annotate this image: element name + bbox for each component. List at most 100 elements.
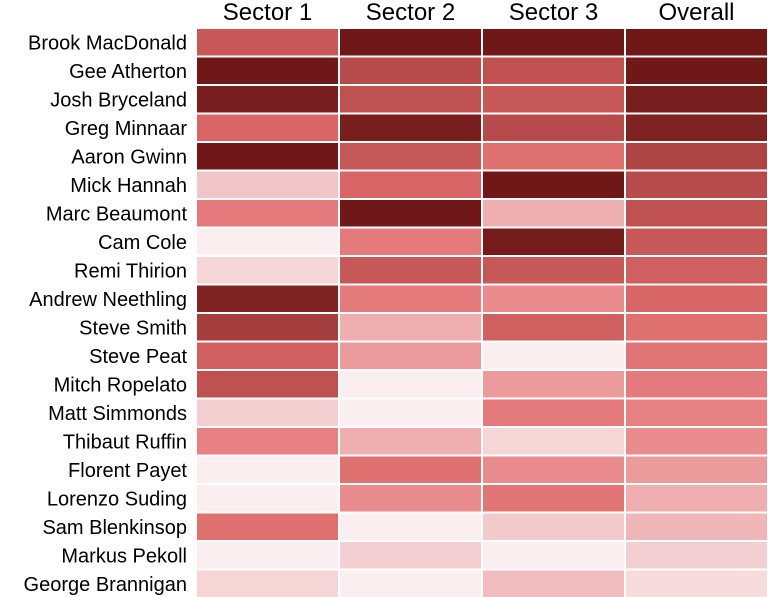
row-label: Lorenzo Suding bbox=[47, 488, 187, 510]
heatmap-cell bbox=[626, 314, 767, 341]
heatmap-cell bbox=[483, 570, 624, 597]
heatmap-cell bbox=[340, 29, 481, 56]
heatmap-cell bbox=[626, 86, 767, 113]
row-label: Matt Simmonds bbox=[48, 403, 187, 425]
heatmap-cell bbox=[483, 513, 624, 540]
heatmap-cell bbox=[340, 143, 481, 170]
heatmap-cell bbox=[483, 228, 624, 255]
column-label: Overall bbox=[658, 0, 734, 26]
heatmap-cell bbox=[483, 485, 624, 512]
heatmap-cell bbox=[483, 29, 624, 56]
heatmap-cell bbox=[626, 200, 767, 227]
heatmap-cell bbox=[626, 285, 767, 312]
heatmap-cell bbox=[340, 200, 481, 227]
heatmap-cell bbox=[340, 57, 481, 84]
heatmap-cell bbox=[197, 285, 338, 312]
heatmap-cell bbox=[340, 428, 481, 455]
heatmap-cell bbox=[626, 257, 767, 284]
heatmap-cell bbox=[197, 114, 338, 141]
heatmap-cell bbox=[483, 542, 624, 569]
heatmap-cell bbox=[483, 456, 624, 483]
heatmap-cell bbox=[197, 29, 338, 56]
row-label: Brook MacDonald bbox=[28, 32, 187, 54]
row-label: Thibaut Ruffin bbox=[63, 431, 187, 453]
heatmap-cell bbox=[626, 570, 767, 597]
heatmap-cell bbox=[197, 542, 338, 569]
heatmap-cell bbox=[626, 228, 767, 255]
heatmap-cell bbox=[626, 29, 767, 56]
heatmap-cell bbox=[197, 456, 338, 483]
heatmap-cell bbox=[483, 200, 624, 227]
row-label: Florent Payet bbox=[68, 460, 187, 482]
heatmap-cell bbox=[626, 57, 767, 84]
heatmap-cell bbox=[483, 114, 624, 141]
heatmap-cell bbox=[197, 257, 338, 284]
heatmap-cell bbox=[197, 57, 338, 84]
heatmap-cell bbox=[483, 143, 624, 170]
heatmap-cell bbox=[197, 143, 338, 170]
heatmap-cell bbox=[197, 570, 338, 597]
heatmap-cell bbox=[626, 399, 767, 426]
heatmap-cell bbox=[626, 143, 767, 170]
row-label: Aaron Gwinn bbox=[71, 146, 187, 168]
heatmap-cell bbox=[197, 228, 338, 255]
heatmap-cell bbox=[340, 171, 481, 198]
row-label: Andrew Neethling bbox=[29, 289, 187, 311]
row-label: Greg Minnaar bbox=[65, 118, 188, 140]
heatmap-cell bbox=[340, 257, 481, 284]
column-label: Sector 3 bbox=[509, 0, 598, 26]
heatmap-cell bbox=[626, 114, 767, 141]
heatmap-cell bbox=[340, 542, 481, 569]
heatmap-cell bbox=[483, 171, 624, 198]
heatmap-cell bbox=[340, 456, 481, 483]
row-label: Marc Beaumont bbox=[46, 203, 188, 225]
heatmap-cells bbox=[197, 29, 767, 597]
heatmap-cell bbox=[197, 342, 338, 369]
heatmap-cell bbox=[197, 428, 338, 455]
heatmap-cell bbox=[626, 513, 767, 540]
heatmap-cell bbox=[340, 513, 481, 540]
row-label: Steve Smith bbox=[79, 317, 187, 339]
heatmap-cell bbox=[340, 86, 481, 113]
heatmap-cell bbox=[340, 228, 481, 255]
heatmap-cell bbox=[340, 114, 481, 141]
column-label: Sector 2 bbox=[366, 0, 455, 26]
heatmap-cell bbox=[626, 371, 767, 398]
heatmap-cell bbox=[197, 86, 338, 113]
row-label: Steve Peat bbox=[89, 346, 187, 368]
heatmap-cell bbox=[483, 257, 624, 284]
row-labels: Brook MacDonald Gee Atherton Josh Brycelan… bbox=[24, 32, 188, 596]
heatmap-cell bbox=[483, 285, 624, 312]
heatmap-cell bbox=[340, 285, 481, 312]
heatmap-cell bbox=[626, 485, 767, 512]
heatmap-cell bbox=[483, 399, 624, 426]
column-labels: Sector 1 Sector 2 Sector 3 Overall bbox=[223, 0, 735, 26]
heatmap-cell bbox=[197, 200, 338, 227]
heatmap-cell bbox=[340, 399, 481, 426]
heatmap-cell bbox=[197, 513, 338, 540]
heatmap-cell bbox=[483, 371, 624, 398]
heatmap-cell bbox=[197, 399, 338, 426]
row-label: Mitch Ropelato bbox=[54, 374, 187, 396]
heatmap-cell bbox=[483, 342, 624, 369]
column-label: Sector 1 bbox=[223, 0, 312, 26]
heatmap-cell bbox=[340, 314, 481, 341]
row-label: Markus Pekoll bbox=[61, 545, 187, 567]
row-label: Gee Atherton bbox=[69, 61, 187, 83]
row-label: Mick Hannah bbox=[70, 175, 187, 197]
heatmap-cell bbox=[626, 342, 767, 369]
row-label: George Brannigan bbox=[24, 574, 187, 596]
heatmap-cell bbox=[340, 570, 481, 597]
heatmap-cell bbox=[197, 171, 338, 198]
heatmap-cell bbox=[626, 428, 767, 455]
heatmap-cell bbox=[340, 371, 481, 398]
heatmap-cell bbox=[626, 456, 767, 483]
row-label: Cam Cole bbox=[98, 232, 187, 254]
heatmap-cell bbox=[483, 57, 624, 84]
heatmap-cell bbox=[340, 342, 481, 369]
heatmap-cell bbox=[197, 371, 338, 398]
heatmap-cell bbox=[483, 428, 624, 455]
row-label: Sam Blenkinsop bbox=[42, 517, 187, 539]
heatmap-cell bbox=[340, 485, 481, 512]
